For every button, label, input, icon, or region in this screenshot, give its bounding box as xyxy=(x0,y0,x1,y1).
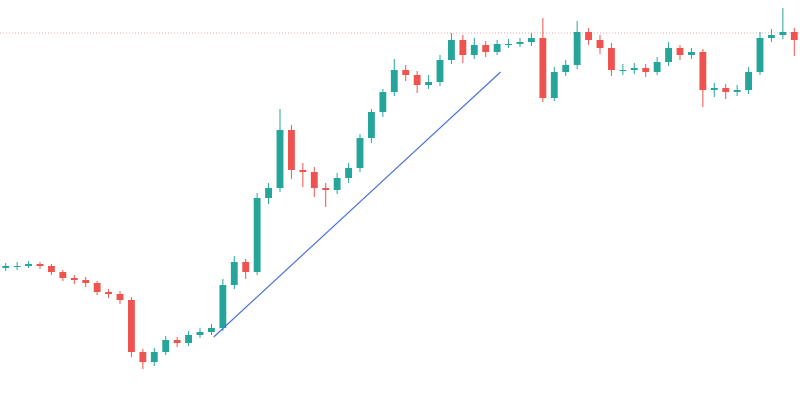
candle-body xyxy=(756,38,764,72)
candle-body xyxy=(48,266,55,272)
candle-body xyxy=(139,352,147,362)
candle-body xyxy=(482,45,490,52)
candle-body xyxy=(116,294,124,300)
candle-body xyxy=(653,62,661,72)
candle-body xyxy=(630,68,638,70)
candle-body xyxy=(310,172,318,188)
candle-body xyxy=(528,38,535,42)
candle-body xyxy=(608,48,615,70)
candle-body xyxy=(710,88,718,90)
candle-body xyxy=(13,266,21,267)
candle-body xyxy=(779,32,787,35)
candle-body xyxy=(230,262,238,285)
candle-body xyxy=(642,68,650,72)
candle-body xyxy=(276,130,284,188)
candle-body xyxy=(539,38,547,98)
candle-body xyxy=(70,278,78,280)
candle-body xyxy=(733,90,741,92)
trend-line xyxy=(213,71,501,338)
candle-body xyxy=(665,48,672,62)
candle-body xyxy=(470,45,478,55)
candle-body xyxy=(36,264,44,266)
candle-body xyxy=(265,188,272,198)
candle-body xyxy=(596,40,604,48)
candle-body xyxy=(219,285,227,328)
candle-body xyxy=(493,44,501,52)
candle-body xyxy=(619,70,627,71)
candle-body xyxy=(402,70,410,75)
candle-body xyxy=(505,44,512,45)
candle-body xyxy=(322,188,330,190)
candle-body xyxy=(448,40,455,60)
candle-body xyxy=(185,335,192,343)
candle-body xyxy=(196,332,204,335)
candle-body xyxy=(436,60,444,82)
candle-body xyxy=(390,70,398,92)
candle-body xyxy=(790,32,798,40)
candle-body xyxy=(242,262,250,272)
candle-body xyxy=(425,82,432,85)
candle-body xyxy=(105,292,112,294)
candle-body xyxy=(688,52,695,55)
candle-body xyxy=(82,280,90,283)
candle-body xyxy=(173,340,181,343)
candle-body xyxy=(128,300,135,352)
candle-body xyxy=(208,328,215,332)
candle-body xyxy=(573,32,581,65)
candle-body xyxy=(299,170,307,172)
candle-body xyxy=(253,198,261,272)
candle-body xyxy=(699,52,707,90)
candle-body xyxy=(345,168,352,178)
candle-body xyxy=(150,352,158,362)
candle-body xyxy=(768,35,775,38)
candle-body xyxy=(379,92,387,112)
candle-body xyxy=(745,72,752,90)
candle-body xyxy=(562,65,570,72)
candle-body xyxy=(585,32,592,40)
candle-body xyxy=(59,272,67,278)
candle-body xyxy=(25,264,32,266)
candle-body xyxy=(288,130,295,170)
candle-body xyxy=(676,48,684,55)
candle-body xyxy=(333,178,341,190)
candle-body xyxy=(93,283,101,292)
candle-body xyxy=(413,75,421,85)
candle-body xyxy=(516,42,524,44)
candle-body xyxy=(722,88,730,92)
candle-body xyxy=(162,340,170,352)
candle-body xyxy=(368,112,375,138)
candle-body xyxy=(2,266,10,268)
candle-body xyxy=(356,138,364,168)
candle-body xyxy=(550,72,558,98)
candle-body xyxy=(459,40,467,55)
